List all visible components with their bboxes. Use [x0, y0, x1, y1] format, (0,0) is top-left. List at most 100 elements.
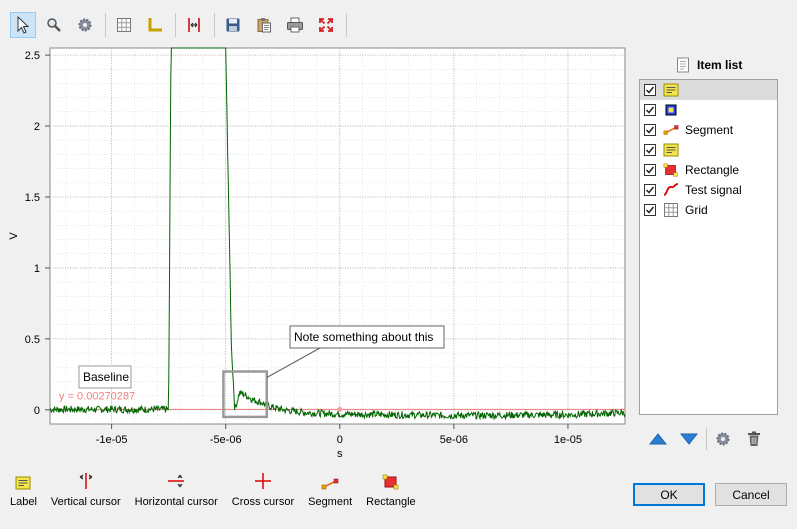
note-connector [266, 347, 321, 379]
arrow-up-icon [649, 433, 667, 445]
move-down-button[interactable] [677, 429, 701, 449]
test-signal-curve[interactable] [49, 47, 626, 421]
baseline-label-text: Baseline [83, 370, 129, 384]
toolbar-separator [105, 13, 106, 37]
select-tool-button[interactable] [10, 12, 36, 38]
cross-cursor-tool-button[interactable]: Cross cursor [232, 472, 294, 508]
segment-item[interactable]: Segment [640, 120, 777, 140]
item-label: Grid [685, 203, 708, 217]
note-label-box[interactable] [289, 325, 445, 349]
baseline-label-box[interactable] [78, 365, 132, 389]
item-label: Test signal [685, 183, 742, 197]
segment-icon [321, 472, 339, 490]
item-settings-button[interactable] [711, 429, 735, 449]
y-axis-label: V [8, 232, 20, 240]
cursor-tool-button[interactable] [181, 12, 207, 38]
save-tool-button[interactable] [220, 12, 246, 38]
toolbar [10, 10, 352, 40]
signal-plot[interactable]: -1e-05 -5e-06 0 5e-06 1e-05 0 0.5 1 1.5 2 2.5 y = … [0, 44, 630, 469]
toolbar-separator [214, 13, 215, 37]
plot-canvas [49, 47, 626, 425]
marker-item[interactable] [640, 100, 777, 120]
x-axis-label: s [337, 448, 343, 460]
item-list-title: Item list [697, 58, 743, 72]
item-list-toolbar [646, 428, 773, 450]
move-up-button[interactable] [646, 429, 670, 449]
ok-button[interactable]: OK [633, 483, 705, 506]
label-icon [663, 142, 679, 158]
cancel-button[interactable]: Cancel [715, 483, 787, 506]
axes-tool-button[interactable] [142, 12, 168, 38]
item-visibility-checkbox[interactable] [644, 104, 656, 116]
zoom-tool-button[interactable] [41, 12, 67, 38]
plot-tools-bar: Label Vertical cursor Horizontal cursor Cro… [10, 472, 430, 508]
toolbar-separator [346, 13, 347, 37]
item-visibility-checkbox[interactable] [644, 144, 656, 156]
rectangle-icon [382, 472, 400, 490]
rectangle-item[interactable]: Rectangle [640, 160, 777, 180]
arrow-down-icon [680, 433, 698, 445]
label-item[interactable] [640, 80, 777, 100]
tool-label: Label [10, 496, 37, 508]
y-tick-label: 1 [34, 263, 40, 275]
printer-icon [287, 17, 303, 33]
label-tool-button[interactable]: Label [10, 472, 37, 508]
y-tick-label: 0.5 [25, 334, 40, 346]
axes-icon [148, 18, 162, 32]
segment-tool-button[interactable]: Segment [308, 472, 352, 508]
tool-label: Rectangle [366, 496, 416, 508]
item-visibility-checkbox[interactable] [644, 184, 656, 196]
delete-item-button[interactable] [742, 429, 766, 449]
y-tick-label: 1.5 [25, 192, 40, 204]
item-list[interactable]: Segment Rectangle Test signal Grid [639, 79, 778, 415]
document-list-icon [677, 57, 689, 73]
label2-item[interactable] [640, 140, 777, 160]
copy-tool-button[interactable] [251, 12, 277, 38]
label-icon [663, 82, 679, 98]
segment-icon [663, 122, 679, 138]
tool-label: Horizontal cursor [134, 496, 218, 508]
vertical-cursor-icon [77, 472, 95, 490]
cross-cursor-icon [254, 472, 272, 490]
toolbar-separator [175, 13, 176, 37]
horizontal-cursor-tool-button[interactable]: Horizontal cursor [135, 472, 218, 508]
expand-icon [319, 18, 333, 32]
print-tool-button[interactable] [282, 12, 308, 38]
trash-icon [748, 431, 760, 446]
tool-label: Cross cursor [231, 496, 295, 508]
item-label: Rectangle [685, 163, 740, 177]
item-visibility-checkbox[interactable] [644, 164, 656, 176]
list-tools-separator [706, 428, 707, 450]
x-tick-label: 5e-06 [440, 434, 468, 446]
label-icon [15, 472, 31, 490]
annotations: Note something about this Baseline [78, 325, 445, 419]
floppy-icon [226, 18, 240, 32]
x-tick-label: -1e-05 [96, 434, 128, 446]
horizontal-cursor-icon [167, 472, 185, 490]
cursor-arrow-icon [17, 16, 30, 34]
note-label-text: Note something about this [294, 330, 433, 344]
settings-tool-button[interactable] [72, 12, 98, 38]
rectangle-icon [663, 162, 679, 178]
item-visibility-checkbox[interactable] [644, 204, 656, 216]
cursors-icon [188, 18, 200, 32]
fullscreen-tool-button[interactable] [313, 12, 339, 38]
rectangle-tool-button[interactable]: Rectangle [366, 472, 416, 508]
grid-item[interactable]: Grid [640, 200, 777, 220]
annotation-rectangle[interactable] [222, 370, 269, 419]
grid-icon [117, 18, 131, 32]
tool-label: Segment [308, 496, 353, 508]
vertical-cursor-tool-button[interactable]: Vertical cursor [51, 472, 121, 508]
x-tick-label: -5e-06 [210, 434, 242, 446]
item-visibility-checkbox[interactable] [644, 124, 656, 136]
marker-icon [663, 102, 679, 118]
clipboard-icon [257, 18, 271, 33]
curve-icon [663, 182, 679, 198]
test-signal-item[interactable]: Test signal [640, 180, 777, 200]
point-marker[interactable] [337, 406, 343, 412]
x-tick-label: 1e-05 [554, 434, 582, 446]
y-tick-label: 0 [34, 405, 40, 417]
grid-tool-button[interactable] [111, 12, 137, 38]
item-visibility-checkbox[interactable] [644, 84, 656, 96]
item-label: Segment [685, 123, 734, 137]
